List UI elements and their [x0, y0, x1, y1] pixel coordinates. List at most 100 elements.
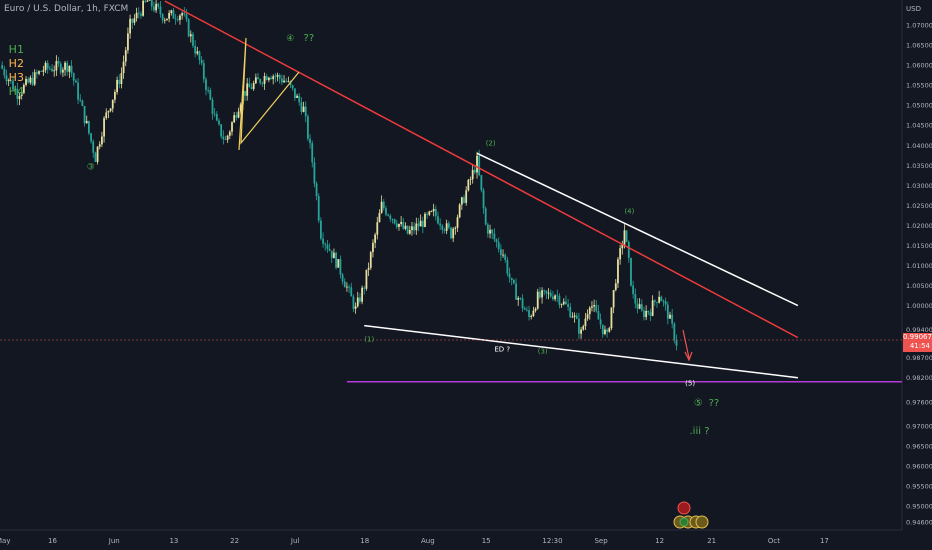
candle-body: [12, 80, 14, 90]
candle-body: [656, 302, 658, 303]
time-axis[interactable]: May 16 Jun 13 22 Jul 18 Aug 15 12:30 Sep 12 21 Oct 17: [0, 537, 829, 545]
candle-body: [471, 169, 474, 180]
y-tick-label: 1.02500: [906, 202, 932, 210]
event-badges[interactable]: [673, 501, 709, 529]
resistance-line[interactable]: [164, 0, 799, 339]
candle-body: [651, 300, 654, 316]
candle-body: [367, 267, 370, 270]
candle-body: [20, 93, 23, 97]
wave-label: ⑤: [694, 398, 703, 409]
candle-body: [662, 301, 665, 302]
candle-body: [445, 223, 448, 231]
candle-body: [645, 310, 648, 318]
candle-body: [77, 82, 79, 100]
reversal-arrow[interactable]: [682, 329, 690, 359]
candle-body: [482, 190, 485, 209]
candle-body: [209, 90, 212, 100]
event-badge[interactable]: [679, 517, 689, 527]
candle-body: [389, 215, 392, 219]
candle-body: [571, 316, 574, 318]
candle-body: [458, 204, 461, 218]
candle-body: [176, 19, 179, 21]
candle-body: [55, 61, 58, 71]
candle-body: [534, 308, 537, 311]
candle-body: [42, 70, 45, 72]
y-tick-label: 1.00500: [906, 282, 932, 290]
candle-body: [192, 34, 194, 46]
candle-body: [280, 78, 283, 83]
candle-body: [671, 314, 674, 324]
candle-body: [528, 310, 530, 318]
candle-body: [254, 77, 257, 84]
y-tick-label: 1.04500: [906, 122, 932, 130]
candle-body: [70, 65, 73, 74]
candle-body: [469, 179, 472, 181]
candle-body: [491, 229, 494, 234]
candle-body: [205, 79, 207, 90]
candle-body: [98, 144, 101, 147]
candle-body: [131, 18, 134, 23]
candle-body: [630, 257, 632, 286]
candle-body: [215, 113, 218, 121]
candle-body: [109, 108, 112, 112]
wedge-drawing[interactable]: [238, 37, 300, 151]
candle-body: [250, 87, 253, 89]
x-tick-label: Jul: [290, 537, 300, 545]
candle-body: [460, 197, 463, 205]
candle-body: [27, 78, 30, 83]
candle-body: [504, 254, 507, 260]
event-badge[interactable]: [677, 501, 691, 515]
candle-body: [92, 141, 95, 153]
event-badge[interactable]: [695, 515, 709, 529]
last-price-value: 0.99067: [903, 333, 932, 341]
trendline-annotations[interactable]: [164, 0, 902, 383]
candle-body: [575, 315, 578, 319]
wave-label: ??: [304, 33, 315, 44]
candle-body: [79, 99, 82, 101]
y-tick-label: 1.05000: [906, 102, 932, 110]
wave-label: (2): [486, 139, 496, 147]
candle-body: [40, 71, 43, 72]
candle-body: [304, 106, 307, 117]
candle-body: [643, 310, 645, 318]
y-tick-label: 0.96000: [906, 462, 932, 470]
candle-body: [543, 290, 546, 292]
candle-body: [452, 228, 455, 239]
candle-body: [267, 77, 270, 81]
candle-body: [486, 224, 489, 234]
candle-body: [395, 223, 398, 227]
candle-body: [627, 241, 630, 258]
candle-body: [196, 51, 199, 54]
candle-body: [599, 319, 602, 325]
candle-body: [495, 239, 498, 243]
candle-body: [391, 218, 394, 220]
candle-body: [352, 296, 355, 309]
channel-upper-line[interactable]: [476, 152, 799, 307]
candle-body: [300, 102, 303, 112]
candle-body: [189, 34, 192, 37]
currency-label: USD: [906, 5, 921, 13]
candle-body: [153, 6, 155, 11]
x-tick-label: Aug: [421, 537, 435, 545]
channel-lower-line[interactable]: [364, 324, 799, 379]
candle-body: [350, 287, 353, 297]
candle-body: [361, 287, 364, 302]
price-axis[interactable]: 1.07000 1.06500 1.06000 1.05500 1.05000 1.045…: [906, 22, 932, 527]
candle-body: [35, 72, 38, 74]
candle-body: [647, 310, 650, 313]
last-price-tag[interactable]: 0.99067 41:54: [903, 333, 932, 352]
candle-body: [434, 208, 437, 217]
candle-body: [172, 10, 175, 19]
candle-body: [465, 190, 468, 203]
candle-body: [38, 71, 40, 74]
candle-body: [16, 88, 19, 99]
candle-body: [614, 283, 617, 291]
candle-body: [372, 242, 374, 253]
wave-label: ??: [709, 398, 720, 409]
candle-body: [68, 65, 71, 72]
candle-body: [339, 259, 342, 275]
candle-body: [419, 220, 422, 227]
candle-body: [328, 248, 331, 251]
candle-body: [291, 85, 294, 89]
